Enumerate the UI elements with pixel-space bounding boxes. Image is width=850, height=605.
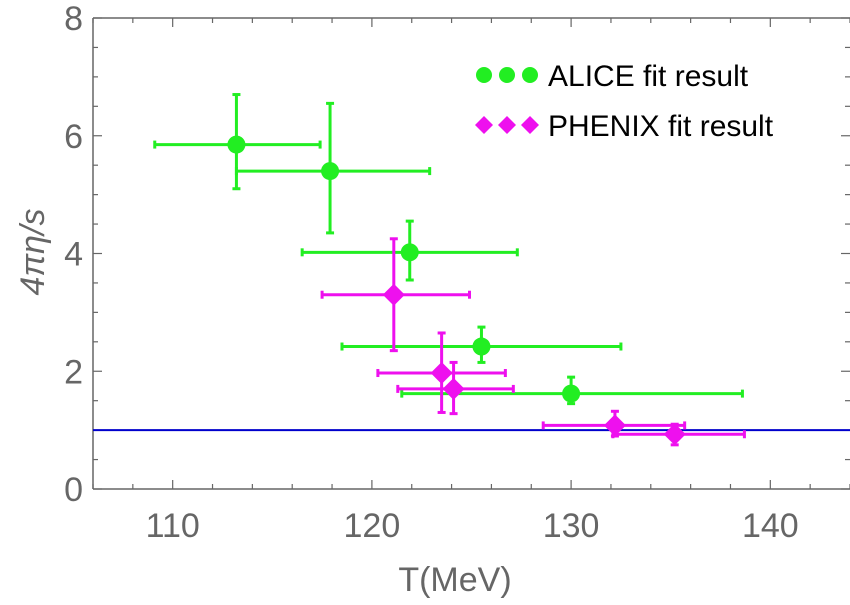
- series-2: [320, 237, 746, 447]
- legend-marker: [521, 116, 539, 134]
- y-tick-label: 8: [64, 0, 83, 38]
- data-point: [400, 243, 419, 262]
- x-tick-label: 130: [543, 507, 600, 545]
- data-point: [227, 135, 246, 154]
- data-point: [442, 377, 465, 400]
- legend-marker: [475, 116, 493, 134]
- data-point: [382, 283, 405, 306]
- data-point: [472, 337, 491, 356]
- data-points: [153, 93, 746, 447]
- legend-label: PHENIX fit result: [548, 110, 774, 143]
- data-point: [663, 423, 686, 446]
- data-point: [430, 362, 453, 385]
- legend-marker: [522, 67, 538, 83]
- data-point: [603, 414, 626, 437]
- legend-item-1: ALICE fit result: [476, 60, 749, 93]
- x-tick-label: 140: [742, 507, 799, 545]
- y-tick-label: 2: [64, 353, 83, 391]
- legend: ALICE fit result PHENIX fit result: [475, 60, 774, 143]
- legend-item-2: PHENIX fit result: [475, 110, 774, 143]
- series-1: [153, 93, 744, 406]
- y-tick-label: 4: [64, 236, 83, 274]
- data-point: [321, 162, 340, 181]
- legend-marker: [476, 67, 492, 83]
- data-point: [562, 384, 581, 403]
- y-tick-label: 0: [64, 471, 83, 509]
- y-axis-title: 4πη/s: [14, 208, 52, 295]
- axes: 110 120 130 140 0 2 4 6 8: [64, 0, 850, 545]
- x-tick-label: 120: [344, 507, 401, 545]
- legend-marker: [499, 67, 515, 83]
- legend-label: ALICE fit result: [548, 60, 749, 93]
- x-tick-label: 110: [146, 507, 200, 545]
- x-axis-title: T(MeV): [398, 561, 511, 599]
- y-tick-label: 6: [64, 118, 83, 156]
- legend-marker: [498, 116, 516, 134]
